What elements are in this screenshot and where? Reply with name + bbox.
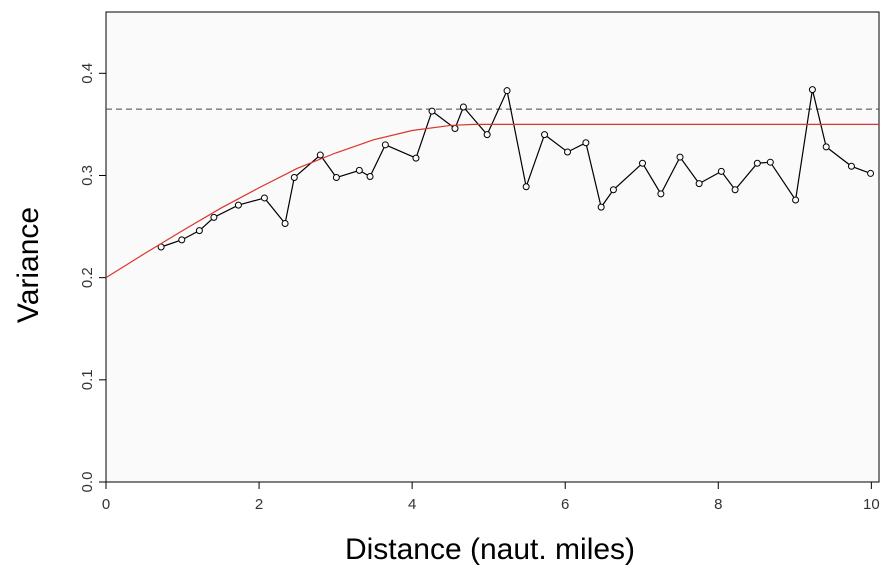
data-point (639, 159, 647, 167)
data-point (597, 203, 605, 211)
data-point (316, 151, 324, 159)
data-point (808, 86, 816, 94)
data-point (582, 139, 590, 147)
data-point (428, 107, 436, 115)
data-point (676, 153, 684, 161)
data-point (731, 186, 739, 194)
data-point (234, 201, 242, 209)
data-point (195, 227, 203, 235)
x-tick-label: 2 (255, 496, 263, 513)
data-point (847, 162, 855, 170)
data-point (792, 196, 800, 204)
x-tick-label: 4 (408, 496, 416, 513)
x-tick-label: 8 (714, 496, 722, 513)
data-point (541, 131, 549, 139)
data-point (459, 103, 467, 111)
data-point (753, 159, 761, 167)
y-tick-label: 0.3 (79, 165, 96, 186)
x-tick-label: 10 (863, 496, 880, 513)
y-tick-label: 0.4 (79, 63, 96, 84)
data-point (822, 143, 830, 151)
data-point (281, 220, 289, 227)
data-point (564, 148, 572, 156)
series-line (160, 88, 871, 248)
data-point (260, 194, 268, 202)
data-point (657, 190, 665, 198)
data-point (867, 169, 875, 177)
x-tick-label: 6 (561, 496, 569, 513)
data-point (451, 124, 459, 132)
data-point (766, 158, 774, 166)
data-point (290, 174, 298, 182)
y-tick-label: 0.0 (79, 472, 96, 493)
data-point (178, 236, 186, 244)
data-point (483, 131, 491, 139)
data-point (366, 173, 374, 180)
data-point (355, 166, 363, 174)
data-point (522, 183, 530, 191)
data-point (695, 180, 703, 188)
y-tick-label: 0.1 (79, 369, 96, 390)
plot-area (105, 11, 880, 483)
data-point (609, 186, 617, 194)
data-point (717, 167, 725, 175)
data-point (412, 154, 420, 162)
y-tick-label: 0.2 (79, 267, 96, 288)
series-line (105, 123, 879, 279)
data-point (210, 213, 218, 221)
data-point (381, 141, 389, 149)
data-point (503, 87, 511, 95)
x-axis-title: Distance (naut. miles) (345, 533, 635, 566)
data-point (332, 174, 340, 182)
y-axis-title: Variance (12, 207, 45, 323)
x-tick-label: 0 (102, 496, 110, 513)
